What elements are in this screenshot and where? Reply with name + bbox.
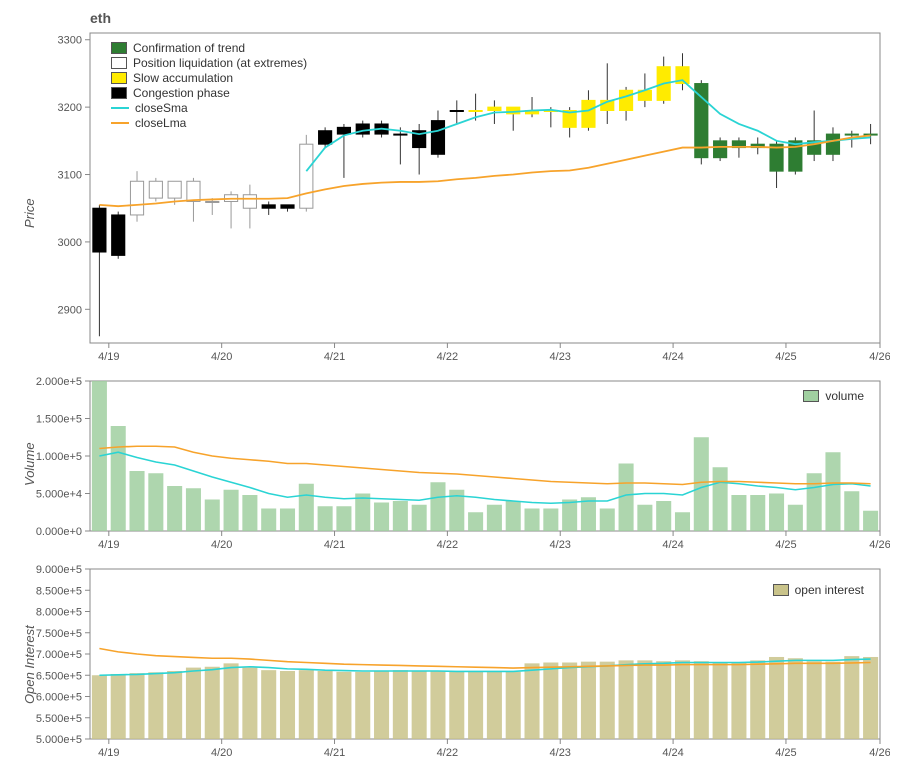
svg-text:4/22: 4/22 [437, 747, 458, 759]
svg-text:4/23: 4/23 [550, 747, 571, 759]
price-axis-label: Price [22, 198, 37, 228]
svg-text:4/25: 4/25 [775, 351, 796, 363]
legend-swatch [111, 107, 129, 109]
legend-label: Slow accumulation [133, 71, 233, 85]
price-panel: Price Confirmation of trendPosition liqu… [10, 28, 890, 368]
legend-swatch [111, 57, 127, 69]
svg-text:4/20: 4/20 [211, 351, 232, 363]
svg-text:4/23: 4/23 [550, 351, 571, 363]
legend-label: Confirmation of trend [133, 41, 245, 55]
svg-text:5.000e+4: 5.000e+4 [36, 489, 82, 501]
volume-legend: volume [797, 384, 870, 408]
svg-text:4/23: 4/23 [550, 539, 571, 551]
legend-item: open interest [773, 583, 864, 597]
svg-text:4/19: 4/19 [98, 747, 119, 759]
svg-text:4/21: 4/21 [324, 539, 345, 551]
oi-panel: Open Interest open interest 4/19 4/20 4/21… [10, 564, 890, 764]
svg-text:2900: 2900 [58, 304, 82, 316]
legend-item: Congestion phase [111, 86, 307, 100]
legend-label: Position liquidation (at extremes) [133, 56, 307, 70]
svg-text:4/25: 4/25 [775, 539, 796, 551]
legend-item: volume [803, 389, 864, 403]
legend-item: Confirmation of trend [111, 41, 307, 55]
volume-chart: 4/19 4/20 4/21 4/22 4/23 4/24 4/25 4/26 0.000e+0… [10, 376, 890, 556]
legend-item: closeSma [111, 101, 307, 115]
legend-label: open interest [795, 583, 864, 597]
price-legend: Confirmation of trendPosition liquidatio… [105, 36, 313, 135]
legend-label: closeLma [135, 116, 186, 130]
svg-text:4/21: 4/21 [324, 351, 345, 363]
svg-text:4/20: 4/20 [211, 747, 232, 759]
legend-item: Slow accumulation [111, 71, 307, 85]
svg-text:0.000e+0: 0.000e+0 [36, 526, 82, 538]
svg-text:4/24: 4/24 [662, 351, 683, 363]
svg-text:4/19: 4/19 [98, 539, 119, 551]
svg-text:8.500e+5: 8.500e+5 [36, 585, 82, 597]
legend-swatch [111, 122, 129, 124]
legend-label: Congestion phase [133, 86, 230, 100]
svg-text:3000: 3000 [58, 237, 82, 249]
svg-text:5.000e+5: 5.000e+5 [36, 734, 82, 746]
svg-text:3200: 3200 [58, 102, 82, 114]
legend-swatch [111, 42, 127, 54]
svg-text:1.500e+5: 1.500e+5 [36, 414, 82, 426]
svg-text:4/24: 4/24 [662, 539, 683, 551]
svg-text:4/22: 4/22 [437, 351, 458, 363]
svg-text:2.000e+5: 2.000e+5 [36, 376, 82, 388]
legend-item: Position liquidation (at extremes) [111, 56, 307, 70]
oi-axis-label: Open Interest [22, 625, 37, 704]
svg-text:9.000e+5: 9.000e+5 [36, 564, 82, 576]
svg-text:3100: 3100 [58, 170, 82, 182]
oi-chart: 4/19 4/20 4/21 4/22 4/23 4/24 4/25 4/26 5.000e+5… [10, 564, 890, 764]
legend-item: closeLma [111, 116, 307, 130]
volume-axis-label: Volume [22, 442, 37, 486]
svg-text:4/19: 4/19 [98, 351, 119, 363]
svg-text:8.000e+5: 8.000e+5 [36, 607, 82, 619]
svg-text:4/25: 4/25 [775, 747, 796, 759]
oi-legend: open interest [767, 578, 870, 602]
svg-text:7.500e+5: 7.500e+5 [36, 628, 82, 640]
svg-text:4/24: 4/24 [662, 747, 683, 759]
legend-swatch [111, 72, 127, 84]
svg-text:1.000e+5: 1.000e+5 [36, 451, 82, 463]
legend-swatch [111, 87, 127, 99]
svg-text:4/22: 4/22 [437, 539, 458, 551]
svg-text:6.000e+5: 6.000e+5 [36, 692, 82, 704]
svg-text:4/20: 4/20 [211, 539, 232, 551]
legend-label: closeSma [135, 101, 188, 115]
svg-text:6.500e+5: 6.500e+5 [36, 670, 82, 682]
svg-text:5.500e+5: 5.500e+5 [36, 713, 82, 725]
volume-panel: Volume volume 4/194/204/214/224/234/244/… [10, 376, 890, 556]
svg-text:4/26: 4/26 [869, 351, 890, 363]
chart-title: eth [90, 10, 890, 26]
svg-text:4/26: 4/26 [869, 747, 890, 759]
svg-text:4/26: 4/26 [869, 539, 890, 551]
svg-text:7.000e+5: 7.000e+5 [36, 649, 82, 661]
legend-swatch [803, 390, 819, 402]
svg-text:3300: 3300 [58, 35, 82, 47]
svg-text:4/21: 4/21 [324, 747, 345, 759]
legend-label: volume [825, 389, 864, 403]
legend-swatch [773, 584, 789, 596]
